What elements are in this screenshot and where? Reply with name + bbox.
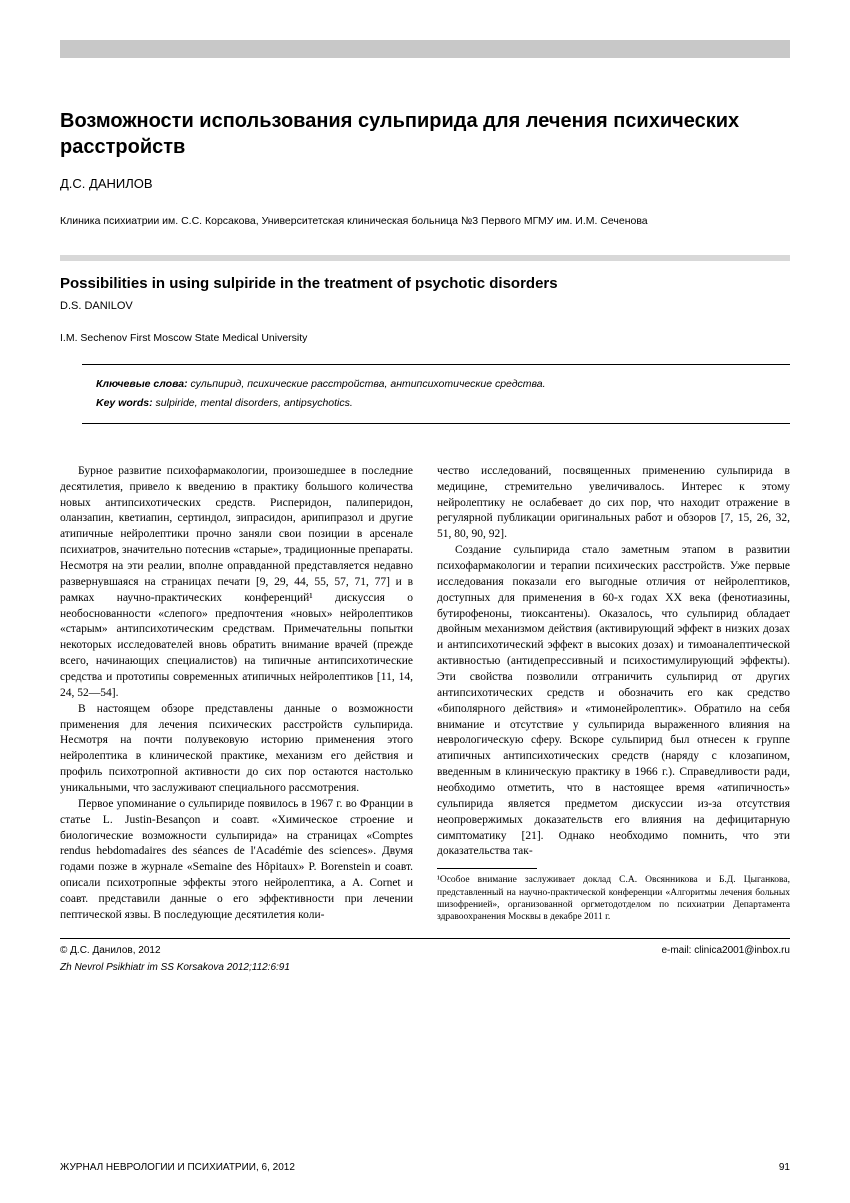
keywords-box: Ключевые слова: сульпирид, психические р… xyxy=(82,364,790,424)
paragraph: В настоящем обзоре представлены данные о… xyxy=(60,702,413,797)
affiliation-english: I.M. Sechenov First Moscow State Medical… xyxy=(60,332,790,344)
footnote-separator xyxy=(437,868,537,869)
keywords-label-en: Key words: xyxy=(96,397,153,409)
paragraph: Первое упоминание о сульпириде появилось… xyxy=(60,797,413,924)
paragraph: Бурное развитие психофармакологии, произ… xyxy=(60,464,413,702)
bottom-info: © Д.С. Данилов, 2012 e-mail: clinica2001… xyxy=(60,945,790,956)
affiliation-russian: Клиника психиатрии им. С.С. Корсакова, У… xyxy=(60,215,790,227)
journal-name: ЖУРНАЛ НЕВРОЛОГИИ И ПСИХИАТРИИ, 6, 2012 xyxy=(60,1162,295,1173)
keywords-label-ru: Ключевые слова: xyxy=(96,378,188,390)
bottom-separator xyxy=(60,938,790,939)
author-russian: Д.С. ДАНИЛОВ xyxy=(60,176,790,191)
page-number: 91 xyxy=(779,1162,790,1173)
citation: Zh Nevrol Psikhiatr im SS Korsakova 2012… xyxy=(60,962,790,973)
keywords-text-ru: сульпирид, психические расстройства, ант… xyxy=(191,378,546,390)
author-english: D.S. DANILOV xyxy=(60,300,790,312)
keywords-text-en: sulpiride, mental disorders, antipsychot… xyxy=(156,397,353,409)
paragraph: чество исследований, посвященных примене… xyxy=(437,464,790,543)
right-column: чество исследований, посвященных примене… xyxy=(437,464,790,924)
title-english: Possibilities in using sulpiride in the … xyxy=(60,275,790,292)
paragraph: Создание сульпирида стало заметным этапо… xyxy=(437,543,790,860)
header-bar xyxy=(60,40,790,58)
left-column: Бурное развитие психофармакологии, произ… xyxy=(60,464,413,924)
email: e-mail: clinica2001@inbox.ru xyxy=(661,945,790,956)
body-text: Бурное развитие психофармакологии, произ… xyxy=(60,464,790,924)
title-russian: Возможности использования сульпирида для… xyxy=(60,108,790,160)
footnote: ¹Особое внимание заслуживает доклад С.А.… xyxy=(437,874,790,923)
page-footer: ЖУРНАЛ НЕВРОЛОГИИ И ПСИХИАТРИИ, 6, 2012 … xyxy=(60,1162,790,1173)
section-divider xyxy=(60,255,790,261)
copyright: © Д.С. Данилов, 2012 xyxy=(60,945,161,956)
